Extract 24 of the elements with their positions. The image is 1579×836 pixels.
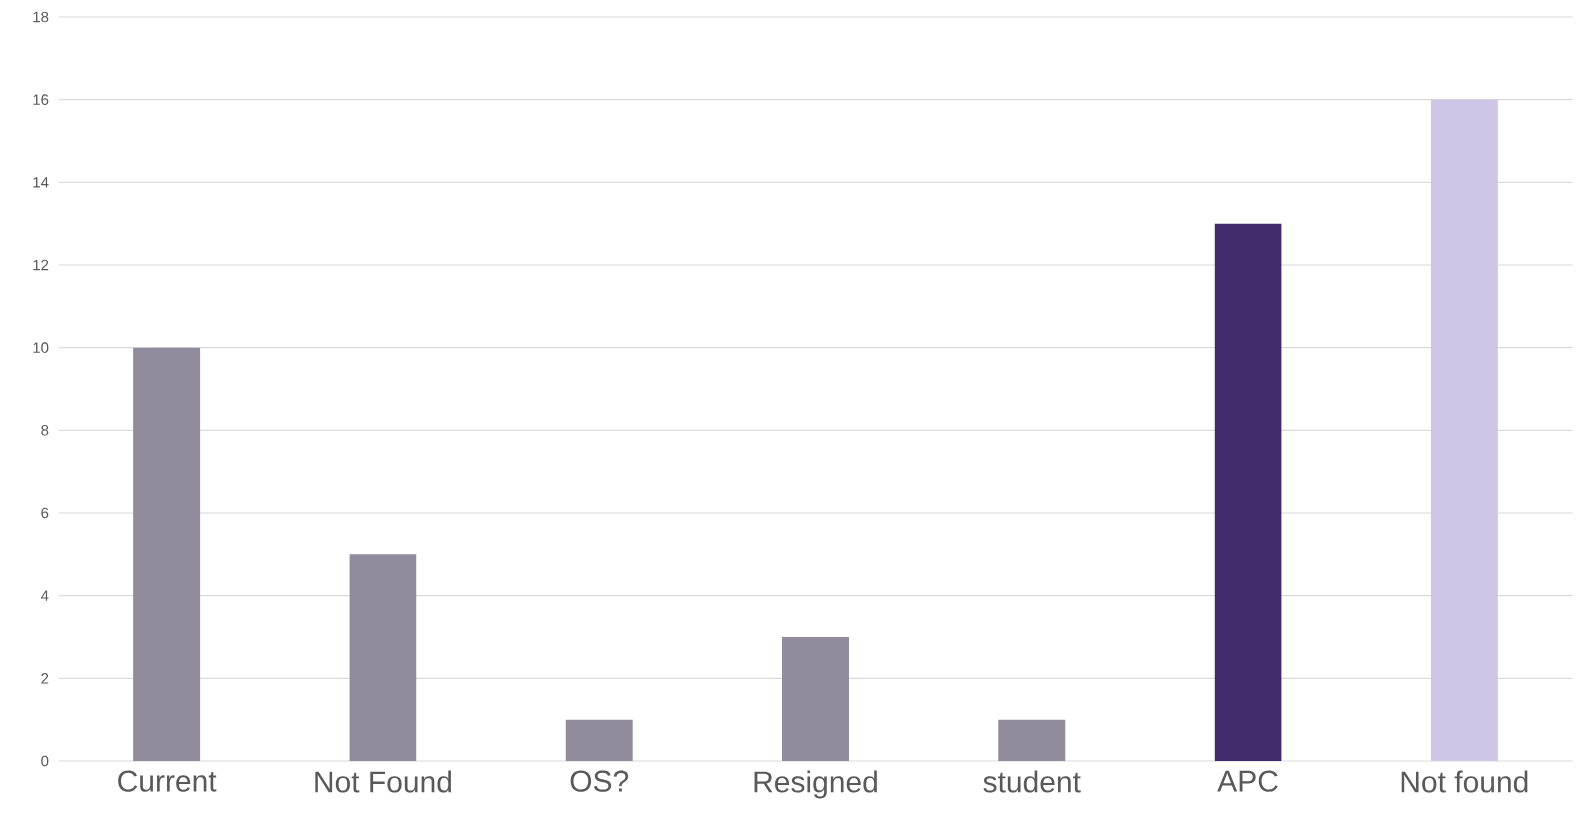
x-tick-label: Not found (1401, 770, 1528, 793)
y-tick-label: 12 (33, 259, 49, 271)
bar (133, 347, 201, 761)
y-tick-label: 0 (41, 755, 49, 767)
y-tick-label: 8 (41, 425, 49, 436)
y-tick-label: 14 (33, 177, 49, 188)
bar (1214, 223, 1282, 761)
bar (1430, 99, 1498, 761)
x-tick-label: student (983, 770, 1081, 793)
bar (998, 719, 1066, 761)
bar (565, 719, 633, 761)
x-tick-label: OS? (570, 770, 629, 792)
x-tick-label: APC (1217, 770, 1278, 792)
x-tick-label: Resigned (754, 770, 877, 799)
y-tick-label: 18 (33, 11, 49, 23)
x-tick-label: Current (118, 770, 217, 792)
y-tick-label: 4 (40, 590, 49, 601)
y-tick-label: 16 (33, 94, 49, 105)
x-tick-label: Not Found (315, 770, 451, 793)
bar (781, 637, 849, 761)
bar (349, 554, 417, 761)
y-tick-label: 6 (41, 507, 49, 519)
y-tick-label: 10 (33, 342, 49, 353)
y-tick-label: 2 (41, 673, 49, 684)
